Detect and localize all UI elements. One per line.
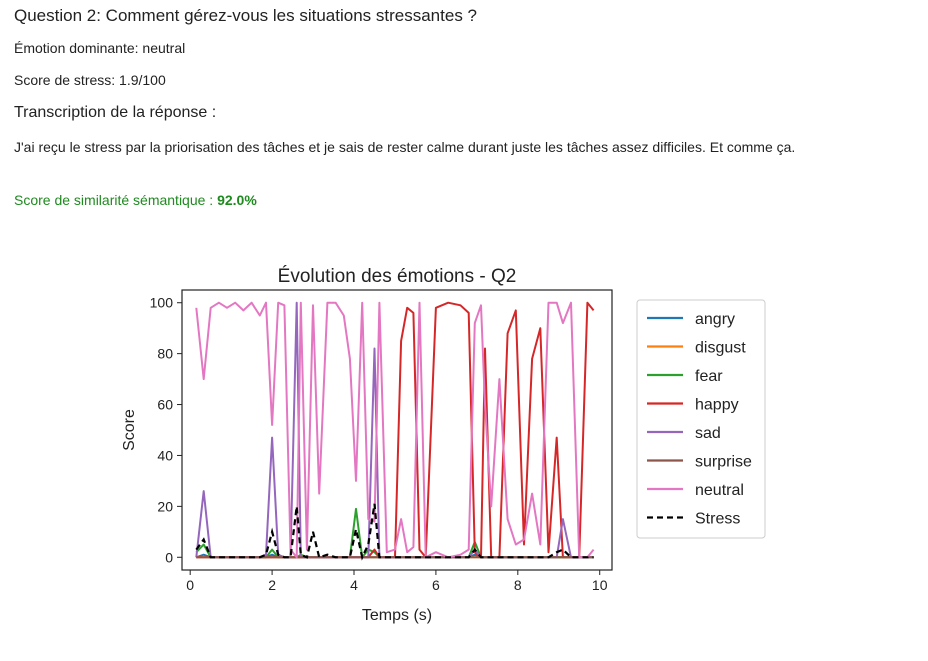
transcript-text: J'ai reçu le stress par la priorisation …: [14, 139, 796, 155]
y-tick-label: 80: [157, 346, 173, 362]
series-line-happy: [196, 301, 595, 559]
legend-label-happy: happy: [695, 397, 739, 414]
y-tick-label: 40: [157, 447, 173, 463]
y-axis-label: Score: [121, 409, 138, 451]
x-axis-label: Temps (s): [362, 607, 432, 624]
x-tick-label: 0: [186, 577, 194, 593]
legend-label-surprise: surprise: [695, 454, 752, 471]
transcript-heading: Transcription de la réponse :: [14, 104, 217, 121]
legend-label-sad: sad: [695, 425, 721, 442]
y-tick-label: 60: [157, 397, 173, 413]
x-tick-label: 8: [514, 577, 522, 593]
x-tick-label: 10: [592, 577, 608, 593]
chart-title: Évolution des émotions - Q2: [278, 266, 517, 287]
series-line-neutral: [195, 301, 595, 559]
legend-label-disgust: disgust: [695, 340, 746, 357]
similarity-score: Score de similarité sémantique : 92.0%: [14, 192, 257, 208]
x-tick-label: 6: [432, 577, 440, 593]
series-line-sad: [195, 301, 594, 559]
y-tick-label: 0: [165, 549, 173, 565]
legend-label-angry: angry: [695, 311, 735, 328]
y-tick-label: 20: [157, 498, 173, 514]
x-tick-label: 2: [268, 577, 276, 593]
similarity-value: 92.0%: [217, 192, 257, 208]
question-title: Question 2: Comment gérez-vous les situa…: [14, 6, 477, 25]
plot-frame: [181, 289, 613, 571]
stress-score: Score de stress: 1.9/100: [14, 72, 166, 88]
y-tick-label: 100: [150, 295, 174, 311]
legend-label-neutral: neutral: [695, 482, 744, 499]
legend-label-fear: fear: [695, 368, 723, 385]
emotion-chart: Évolution des émotions - Q20 2 4 6 8 10020406…: [121, 266, 766, 624]
series-line-stress: [195, 503, 594, 561]
similarity-label: Score de similarité sémantique :: [14, 192, 214, 208]
x-tick-label: 4: [350, 577, 358, 593]
dominant-emotion: Émotion dominante: neutral: [14, 40, 186, 56]
legend-label-stress: Stress: [695, 511, 740, 528]
legend-box: [636, 299, 766, 539]
